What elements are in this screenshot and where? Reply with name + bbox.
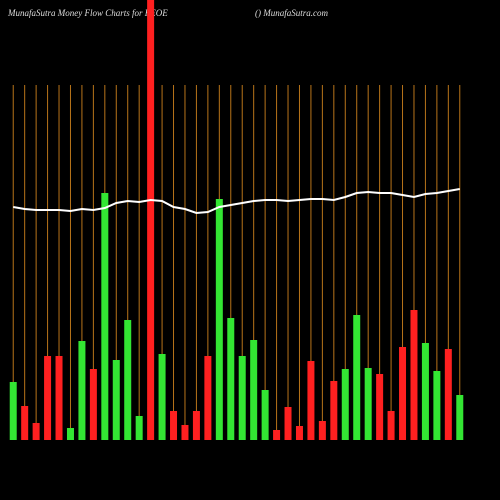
bar — [421, 343, 429, 440]
bar — [78, 341, 86, 440]
bar — [353, 315, 361, 440]
bar — [295, 426, 303, 440]
chart-title: MunafaSutra Money Flow Charts for FEOE — [7, 8, 168, 18]
bar — [101, 193, 109, 440]
bar — [444, 349, 452, 440]
bar — [330, 381, 338, 440]
bar — [181, 425, 189, 440]
bar — [227, 318, 235, 440]
bar — [135, 416, 143, 440]
bar — [307, 361, 315, 440]
bar — [170, 411, 178, 440]
bar — [238, 356, 246, 440]
bar — [158, 354, 166, 440]
bar — [124, 320, 132, 440]
bar — [410, 310, 418, 440]
chart-subtitle: () MunafaSutra.com — [255, 8, 328, 18]
bar — [66, 428, 74, 440]
bar — [341, 369, 349, 440]
bar — [250, 340, 258, 440]
bar — [44, 356, 52, 440]
bar — [387, 411, 395, 440]
bar — [433, 371, 441, 440]
bar — [89, 369, 97, 440]
bar — [55, 356, 63, 440]
bar — [147, 0, 155, 440]
bar — [204, 356, 212, 440]
bar — [364, 368, 372, 440]
bar — [32, 423, 40, 440]
bar — [318, 421, 326, 440]
bar — [261, 390, 269, 440]
bar — [456, 395, 464, 440]
money-flow-line — [13, 188, 460, 215]
bar — [215, 199, 223, 440]
bar — [9, 382, 17, 440]
bar — [112, 360, 120, 440]
bar — [273, 430, 281, 440]
bar — [284, 407, 292, 440]
bar — [21, 406, 29, 440]
bar — [376, 374, 384, 440]
bar — [192, 411, 200, 440]
bar — [399, 347, 407, 440]
